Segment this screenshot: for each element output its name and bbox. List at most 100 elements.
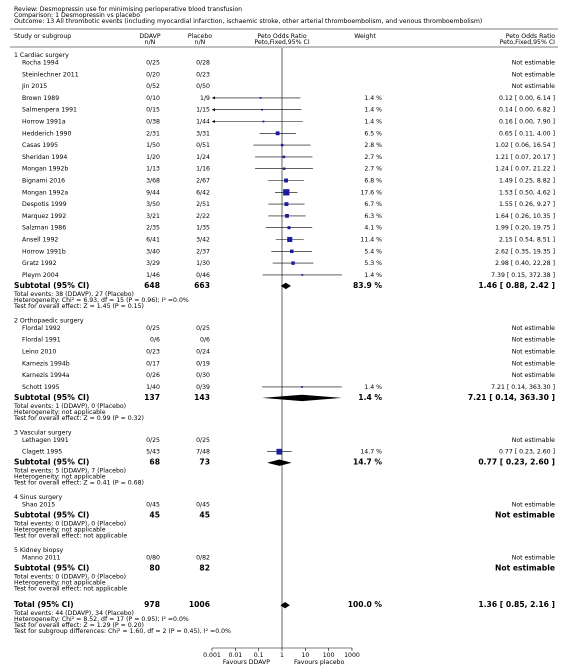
- effect-square: [285, 214, 289, 218]
- column-header: Peto,Fixed,95% CI: [500, 39, 556, 46]
- weight: 17.6 %: [360, 189, 382, 196]
- ddavp-count: 0/45: [146, 502, 160, 509]
- ddavp-count: 45: [149, 511, 160, 520]
- ddavp-count: 68: [149, 458, 160, 467]
- column-header: Weight: [354, 33, 376, 40]
- study-name: Bignami 2016: [22, 178, 65, 185]
- effect-square: [287, 226, 291, 230]
- study-name: Karnezis 1994b: [22, 360, 70, 367]
- weight: 5.3 %: [364, 260, 382, 267]
- x-tick-label: 1000: [344, 652, 360, 659]
- subgroup-note: Total events: 1 (DDAVP), 0 (Placebo): [13, 403, 126, 410]
- study-name: Shao 2015: [22, 502, 55, 509]
- ddavp-count: 3/21: [146, 213, 160, 220]
- placebo-count: 0/30: [196, 372, 210, 379]
- placebo-count: 1/44: [196, 119, 210, 126]
- study-name: Leino 2010: [22, 349, 56, 356]
- effect-square: [262, 120, 265, 123]
- study-name: Rocha 1994: [22, 60, 59, 67]
- effect-ci: 0.16 [ 0.00, 7.90 ]: [499, 119, 555, 126]
- study-name: Hedderich 1990: [22, 130, 71, 137]
- ddavp-count: 0/6: [150, 337, 160, 344]
- weight: 1.4 %: [364, 119, 382, 126]
- summary-label: Subtotal (95% CI): [14, 511, 89, 520]
- placebo-count: 0/25: [196, 325, 210, 332]
- weight: 1.4 %: [358, 393, 382, 402]
- placebo-count: 1/9: [200, 95, 210, 102]
- ddavp-count: 1/46: [146, 272, 160, 279]
- effect-ci: 2.62 [ 0.35, 19.35 ]: [495, 248, 555, 255]
- effect-ci: 1.55 [ 0.26, 9.27 ]: [499, 201, 555, 208]
- effect-square: [282, 155, 286, 159]
- subgroup-note: Test for overall effect: Z = 1.45 (P = 0…: [13, 303, 144, 310]
- ddavp-count: 0/25: [146, 60, 160, 67]
- effect-square: [301, 386, 303, 388]
- summary-diamond: [280, 602, 290, 609]
- subgroup-note: Heterogeneity: Chi² = 6.93, df = 15 (P =…: [14, 297, 189, 304]
- review: Review: Desmopressin use for minimising …: [14, 6, 242, 13]
- placebo-count: 2/51: [196, 201, 210, 208]
- column-header: DDAVP: [139, 33, 160, 40]
- ddavp-count: 1/50: [146, 142, 160, 149]
- placebo-count: 0/19: [196, 360, 210, 367]
- weight: 1.4 %: [364, 107, 382, 114]
- ddavp-count: 0/23: [146, 349, 160, 356]
- total-note: Test for overall effect: Z = 1.29 (P = 0…: [13, 622, 144, 629]
- effect-ci: 7.21 [ 0.14, 363.30 ]: [491, 384, 555, 391]
- study-name: Marquez 1992: [22, 213, 66, 220]
- ddavp-count: 0/10: [146, 95, 160, 102]
- favours-left: Favours DDAVP: [223, 659, 270, 666]
- study-name: Sheridan 1994: [22, 154, 67, 161]
- ci-arrow: [212, 96, 215, 100]
- weight: 1.4 %: [364, 272, 382, 279]
- comparison: Comparison: 1 Desmopressin vs placebo: [14, 12, 140, 19]
- weight: 83.9 %: [353, 281, 382, 290]
- effect-ci: 0.14 [ 0.00, 6.82 ]: [499, 107, 555, 114]
- effect-ci: 1.49 [ 0.25, 8.82 ]: [499, 178, 555, 185]
- placebo-count: 0/28: [196, 60, 210, 67]
- ddavp-count: 3/50: [146, 201, 160, 208]
- subgroup-note: Test for overall effect: not applicable: [13, 586, 127, 593]
- ddavp-count: 648: [144, 281, 160, 290]
- effect-ci: 1.53 [ 0.50, 4.62 ]: [499, 189, 555, 196]
- placebo-count: 0/51: [196, 142, 210, 149]
- subgroup-note: Test for overall effect: Z = 0.41 (P = 0…: [13, 480, 144, 487]
- effect-ci: Not estimable: [512, 325, 555, 332]
- placebo-count: 7/48: [196, 449, 210, 456]
- column-header: Study or subgroup: [14, 33, 71, 40]
- placebo-count: 0/45: [196, 502, 210, 509]
- favours-right: Favours placebo: [294, 659, 344, 666]
- ddavp-count: 1/20: [146, 154, 160, 161]
- effect-square: [284, 202, 289, 207]
- ddavp-count: 9/44: [146, 189, 160, 196]
- study-name: Gratz 1992: [22, 260, 57, 267]
- ddavp-count: 1/13: [146, 166, 160, 173]
- study-name: Salzman 1986: [22, 225, 66, 232]
- study-name: Flordal 1992: [22, 325, 61, 332]
- total-note: Test for subgroup differences: Chi² = 1.…: [13, 628, 231, 635]
- placebo-count: 0/6: [200, 337, 210, 344]
- subgroup-note: Heterogeneity: not applicable: [14, 409, 106, 416]
- study-name: Brown 1989: [22, 95, 59, 102]
- subgroup-note: Heterogeneity: not applicable: [14, 580, 106, 587]
- placebo-count: 1/30: [196, 260, 210, 267]
- effect-ci: 7.21 [ 0.14, 363.30 ]: [468, 393, 555, 402]
- effect-ci: 1.46 [ 0.88, 2.42 ]: [478, 281, 555, 290]
- weight: 2.7 %: [364, 154, 382, 161]
- ddavp-count: 0/17: [146, 360, 160, 367]
- effect-square: [282, 167, 286, 170]
- placebo-count: 0/82: [196, 555, 210, 562]
- summary-label: Subtotal (95% CI): [14, 281, 89, 290]
- subgroup-title: 4 Sinus surgery: [14, 494, 62, 501]
- ddavp-count: 0/20: [146, 71, 160, 78]
- study-name: Mongan 1992a: [22, 189, 68, 196]
- weight: 1.4 %: [364, 95, 382, 102]
- study-name: Karnezis 1994a: [22, 372, 70, 379]
- summary-label: Subtotal (95% CI): [14, 458, 89, 467]
- study-name: Horrow 1991b: [22, 248, 66, 255]
- ddavp-count: 3/68: [146, 178, 160, 185]
- effect-ci: 0.77 [ 0.23, 2.60 ]: [499, 449, 555, 456]
- weight: 5.4 %: [364, 248, 382, 255]
- column-header: Placebo: [188, 33, 212, 40]
- ddavp-count: 0/25: [146, 437, 160, 444]
